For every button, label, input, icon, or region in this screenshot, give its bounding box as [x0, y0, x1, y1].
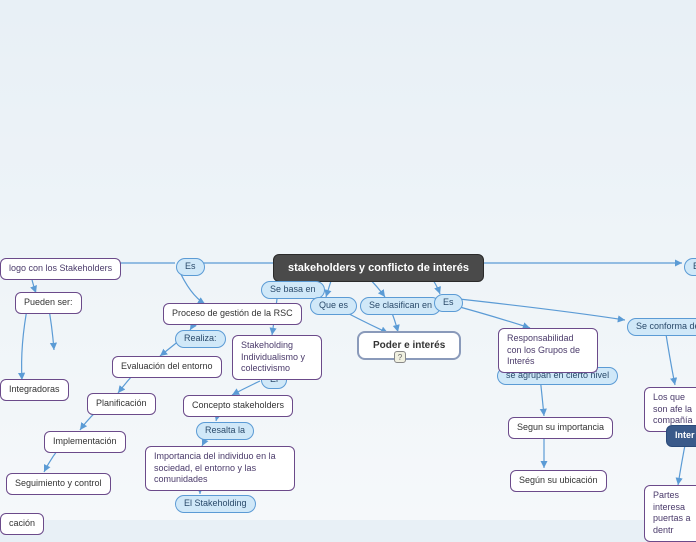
node-rsc[interactable]: Proceso de gestión de la RSC — [163, 303, 302, 325]
help-icon[interactable]: ? — [394, 351, 406, 363]
node-segun-importancia[interactable]: Segun su importancia — [508, 417, 613, 439]
label-resalta: Resalta la — [196, 422, 254, 440]
node-planificacion[interactable]: Planificación — [87, 393, 156, 415]
node-partes[interactable]: Partes interesa puertas a dentr — [644, 485, 696, 542]
node-logo[interactable]: logo con los Stakeholders — [0, 258, 121, 280]
node-inter[interactable]: Inter — [666, 425, 696, 447]
node-poder-interes[interactable]: Poder e interés — [357, 331, 461, 360]
node-pueden[interactable]: Pueden ser: — [15, 292, 82, 314]
label-se-clasifican: Se clasifican en — [360, 297, 441, 315]
node-concepto[interactable]: Concepto stakeholders — [183, 395, 293, 417]
node-responsabilidad[interactable]: Responsabilidad con los Grupos de Interé… — [498, 328, 598, 373]
label-es-right: Es — [434, 294, 463, 312]
node-integradoras[interactable]: Integradoras — [0, 379, 69, 401]
label-se-conforma: Se conforma de los — [627, 318, 696, 336]
label-es-left: Es — [176, 258, 205, 276]
label-que-es: Que es — [310, 297, 357, 315]
node-stakeholding-ind[interactable]: Stakeholding Individualismo y colectivis… — [232, 335, 322, 380]
node-implementacion[interactable]: Implementación — [44, 431, 126, 453]
node-segun-ubicacion[interactable]: Según su ubicación — [510, 470, 607, 492]
node-seguimiento[interactable]: Seguimiento y control — [6, 473, 111, 495]
label-se-basa: Se basa en — [261, 281, 325, 299]
node-el-stakeholding[interactable]: El Stakeholding — [175, 495, 256, 513]
node-importancia[interactable]: Importancia del individuo en la sociedad… — [145, 446, 295, 491]
node-cacion[interactable]: cación — [0, 513, 44, 535]
node-eval-entorno[interactable]: Evaluación del entorno — [112, 356, 222, 378]
label-realiza: Realiza: — [175, 330, 226, 348]
label-en-q: En q — [684, 258, 696, 276]
root-node[interactable]: stakeholders y conflicto de interés — [273, 254, 484, 282]
